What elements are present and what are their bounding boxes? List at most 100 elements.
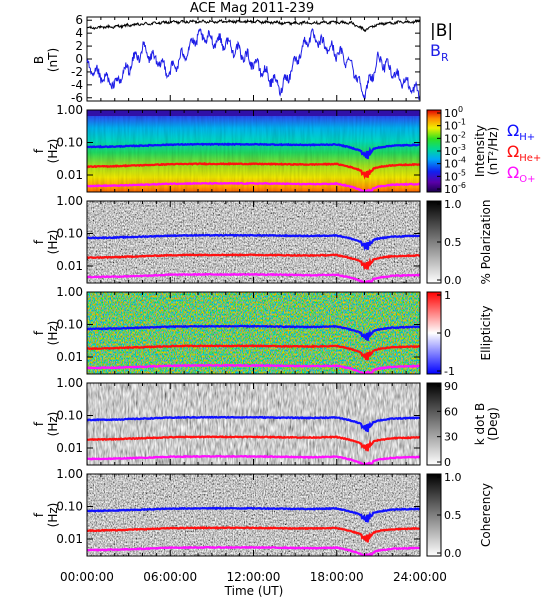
intensity-colorbar-tick-label: 100 — [444, 105, 463, 120]
ellipticity-gyrofrequency-h-plus-line — [86, 324, 421, 341]
intensity-y-tick-label: 1.00 — [56, 103, 83, 117]
polarization-y-label-units: (Hz) — [46, 230, 60, 255]
ellipticity-y-label: f — [32, 330, 46, 335]
polarization-colorbar-tick-label: 0.0 — [444, 274, 462, 287]
time-tick-label: 24:00:00 — [393, 570, 447, 584]
kdotb-spectrogram — [87, 383, 420, 465]
intensity-gyrofrequency-h-plus-line — [86, 142, 421, 160]
time-tick-label: 00:00:00 — [60, 570, 114, 584]
kdotb-y-tick-label: 1.00 — [56, 376, 83, 390]
panel-coherency: 1.00 0.10 0.01 f (Hz) 1.0 0.5 0.0 Coherency — [32, 467, 493, 560]
ellipticity-y-label-units: (Hz) — [46, 321, 60, 346]
time-axis: 00:00:00 06:00:00 12:00:00 18:00:00 24:00:00 — [60, 17, 447, 584]
coherency-colorbar-tick-label: 0.5 — [444, 509, 462, 522]
field-y-tick-label: 4 — [75, 26, 83, 40]
legend-b-total: |B| — [430, 21, 453, 41]
panel-ellipticity: 1.00 0.10 0.01 f (Hz) 1 0 -1 Ellipticity — [32, 285, 493, 378]
polarization-gyrofrequency-he-plus-line — [86, 253, 421, 271]
coherency-gyrofrequency-h-plus-line — [86, 506, 421, 523]
intensity-y-tick-label: 0.10 — [56, 136, 83, 150]
intensity-colorbar-tick-base: 10 — [444, 132, 458, 145]
time-tick-label: 18:00:00 — [310, 570, 364, 584]
ellipticity-y-tick-label: 0.10 — [56, 318, 83, 332]
field-y-tick-label: -6 — [71, 91, 83, 105]
panel-kdotb: 1.00 0.10 0.01 f (Hz) 90 60 30 0 k dot B (Deg) — [32, 376, 500, 469]
ellipticity-spectrogram — [87, 292, 420, 374]
legend-b-r-main: B — [430, 41, 441, 60]
time-tick-label: 12:00:00 — [227, 570, 281, 584]
kdotb-y-label-units: (Hz) — [46, 412, 60, 437]
coherency-gyrofrequency-he-plus-line — [86, 525, 421, 543]
field-y-label: B — [32, 56, 46, 64]
ellipticity-colorbar-label: Ellipticity — [479, 306, 493, 361]
kdotb-colorbar-tick-label: 60 — [444, 405, 458, 418]
ellipticity-y-tick-label: 1.00 — [56, 285, 83, 299]
legend-h-plus: ΩH+ — [507, 121, 535, 143]
spectrogram-panels: 1.000.100.01f (Hz)10010-110-210-310-410-5… — [32, 103, 500, 560]
panel-polarization: 1.00 0.10 0.01 f (Hz) 1.0 0.5 0.0 % Polarization — [32, 194, 493, 287]
intensity-colorbar-tick-exponent: -6 — [458, 181, 466, 190]
intensity-colorbar-tick-label: 10-6 — [444, 181, 466, 196]
kdotb-colorbar-label-units: (Deg) — [486, 407, 500, 441]
intensity-colorbar-label: Intensity — [473, 125, 487, 177]
legend-o-plus-subscript: O+ — [519, 174, 535, 185]
gyrofrequency-legend: ΩH+ ΩHe+ ΩO+ — [507, 121, 541, 185]
intensity-colorbar-tick-exponent: 0 — [458, 105, 463, 114]
intensity-colorbar-tick-exponent: -5 — [458, 168, 466, 177]
intensity-colorbar-tick-label: 10-4 — [444, 156, 466, 171]
ellipticity-y-tick-label: 0.01 — [56, 350, 83, 364]
intensity-colorbar-tick-label: 10-3 — [444, 143, 466, 158]
polarization-colorbar-tick-label: 1.0 — [444, 198, 462, 211]
intensity-colorbar-label-units: (nT²/Hz) — [486, 127, 500, 175]
intensity-y-label-units: (Hz) — [46, 139, 60, 164]
intensity-colorbar-tick-exponent: -3 — [458, 143, 466, 152]
field-y-tick-label: -4 — [71, 78, 83, 92]
intensity-colorbar-tick-exponent: -1 — [458, 118, 466, 127]
kdotb-colorbar — [426, 382, 442, 466]
coherency-y-label-units: (Hz) — [46, 503, 60, 528]
field-y-tick-label: 2 — [75, 39, 83, 53]
coherency-y-tick-label: 1.00 — [56, 467, 83, 481]
kdotb-gyrofrequency-h-plus-line — [86, 415, 421, 433]
kdotb-gyrofrequency-he-plus-line — [87, 435, 421, 452]
intensity-colorbar-tick-base: 10 — [444, 170, 458, 183]
polarization-gyrofrequency-h-plus-line — [86, 233, 421, 252]
kdotb-colorbar-label: k dot B — [473, 403, 487, 445]
coherency-colorbar-tick-label: 1.0 — [444, 471, 462, 484]
intensity-colorbar-tick-base: 10 — [444, 145, 458, 158]
legend-b-r-subscript: R — [441, 51, 449, 64]
intensity-colorbar-tick-base: 10 — [444, 107, 458, 120]
figure-title: ACE Mag 2011-239 — [190, 1, 314, 16]
intensity-gyrofrequency-he-plus-line — [86, 162, 421, 180]
time-tick-label: 06:00:00 — [143, 570, 197, 584]
polarization-y-tick-label: 0.01 — [56, 259, 83, 273]
intensity-y-tick-label: 0.01 — [56, 168, 83, 182]
legend-he-plus: ΩHe+ — [507, 142, 541, 164]
field-y-tick-label: -2 — [71, 65, 83, 79]
kdotb-y-label: f — [32, 421, 46, 426]
ellipticity-colorbar-tick-label: 1 — [444, 289, 451, 302]
intensity-colorbar-tick-label: 10-5 — [444, 168, 466, 183]
legend-o-plus-symbol: Ω — [507, 163, 519, 182]
field-y-tick-label: 6 — [75, 13, 83, 27]
legend-h-plus-symbol: Ω — [507, 121, 519, 140]
intensity-colorbar-tick-label: 10-2 — [444, 130, 466, 145]
intensity-colorbar-tick-base: 10 — [444, 183, 458, 196]
intensity-y-label: f — [32, 148, 46, 153]
legend-b-r: BR — [430, 41, 449, 64]
coherency-colorbar-label: Coherency — [479, 483, 493, 547]
intensity-colorbar-tick-base: 10 — [444, 158, 458, 171]
intensity-colorbar-tick-exponent: -2 — [458, 130, 466, 139]
intensity-colorbar-tick-exponent: -4 — [458, 156, 466, 165]
kdotb-colorbar-tick-label: 90 — [444, 380, 458, 393]
coherency-y-tick-label: 0.01 — [56, 532, 83, 546]
panel-intensity: 1.000.100.01f (Hz)10010-110-210-310-410-5… — [32, 103, 500, 196]
kdotb-colorbar-tick-label: 0 — [444, 456, 451, 469]
field-y-tick-label: 0 — [75, 52, 83, 66]
kdotb-colorbar-tick-label: 30 — [444, 431, 458, 444]
legend-h-plus-subscript: H+ — [519, 132, 535, 143]
polarization-y-tick-label: 1.00 — [56, 194, 83, 208]
coherency-y-tick-label: 0.10 — [56, 500, 83, 514]
